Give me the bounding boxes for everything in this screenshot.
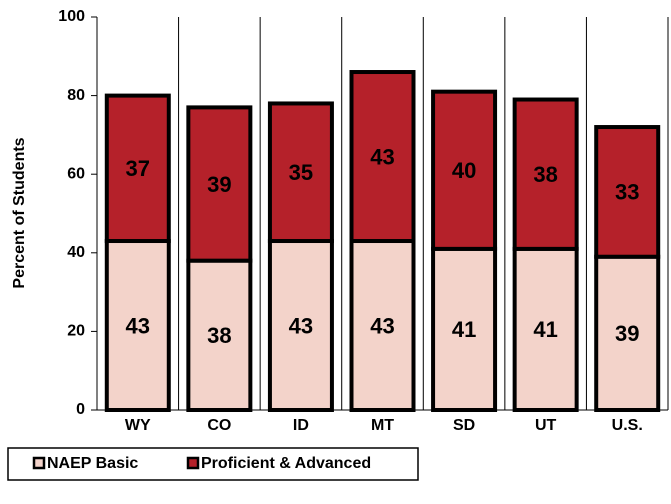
y-tick-label: 0: [76, 401, 85, 418]
data-label: 37: [126, 156, 150, 181]
x-tick-label: MT: [371, 417, 394, 434]
data-label: 35: [289, 160, 313, 185]
legend-swatch: [32, 456, 46, 470]
y-tick-label: 20: [67, 323, 85, 340]
bar-segment: [267, 101, 334, 244]
x-tick-label: U.S.: [612, 417, 643, 434]
data-label: 41: [533, 317, 557, 342]
legend-box: [7, 447, 419, 481]
legend-label: Proficient & Advanced: [201, 455, 371, 472]
y-axis-label: Percent of Students: [11, 137, 28, 288]
legend-label: NAEP Basic: [47, 455, 138, 472]
data-label: 39: [207, 172, 231, 197]
data-label: 43: [289, 313, 313, 338]
bar-segment: [512, 246, 579, 412]
x-tick-label: WY: [125, 417, 151, 434]
data-label: 33: [615, 180, 639, 205]
bar-segment: [186, 105, 253, 263]
bar-segment: [104, 239, 171, 412]
data-label: 43: [126, 313, 150, 338]
data-label: 38: [533, 162, 557, 187]
data-label: 43: [370, 144, 394, 169]
legend-swatch: [186, 456, 200, 470]
y-tick-label: 40: [67, 244, 85, 261]
y-tick-label: 60: [67, 165, 85, 182]
data-label: 43: [370, 313, 394, 338]
bar-segment: [594, 125, 661, 259]
data-label: 39: [615, 321, 639, 346]
x-tick-label: CO: [207, 417, 231, 434]
bar-segment: [431, 89, 498, 251]
bar-segment: [267, 239, 334, 412]
x-tick-label: SD: [453, 417, 475, 434]
bar-segment: [594, 254, 661, 413]
data-label: 40: [452, 158, 476, 183]
y-tick-label: 80: [67, 87, 85, 104]
x-tick-label: UT: [535, 417, 557, 434]
bar-segment: [349, 70, 416, 244]
data-label: 38: [207, 323, 231, 348]
bar-segment: [186, 258, 253, 412]
data-label: 41: [452, 317, 476, 342]
bar-segment: [512, 97, 579, 251]
y-tick-label: 100: [58, 8, 85, 25]
x-tick-label: ID: [293, 417, 309, 434]
bar-segment: [104, 93, 171, 244]
